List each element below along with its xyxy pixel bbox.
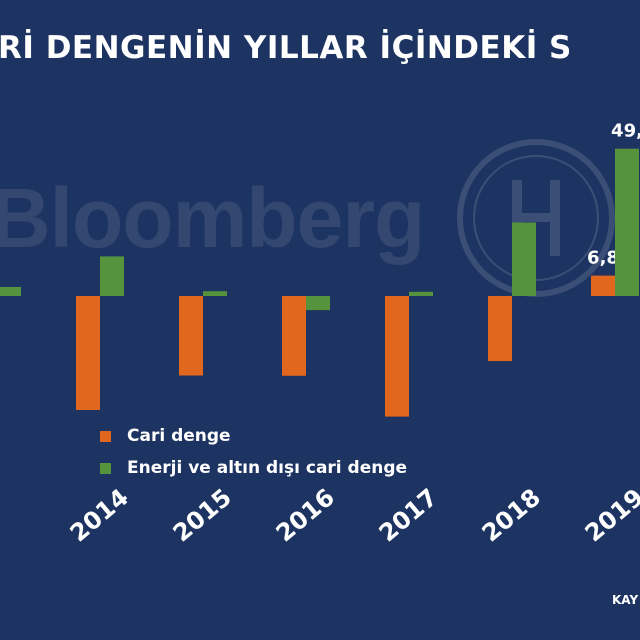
- legend-item-cari-denge: Cari denge: [100, 420, 407, 452]
- x-tick-label-2017: 2017: [374, 483, 443, 547]
- bar-cari-denge-2019: [591, 275, 615, 296]
- data-label-enerji-altin-2019: 49,: [611, 121, 640, 142]
- bar-enerji-altin-2018: [512, 222, 536, 296]
- bar-cari-denge-2017: [385, 296, 409, 417]
- legend-item-enerji-altin: Enerji ve altın dışı cari denge: [100, 452, 407, 484]
- bar-enerji-altin-2013: [0, 287, 21, 296]
- bar-enerji-altin-2014: [100, 256, 124, 296]
- legend: Cari denge Enerji ve altın dışı cari den…: [100, 420, 407, 484]
- x-tick-label-2015: 2015: [168, 483, 237, 547]
- bloomberg-watermark: Bloomberg: [0, 171, 425, 265]
- legend-swatch-enerji-altin: [100, 462, 111, 474]
- x-tick-label-2014: 2014: [65, 483, 134, 547]
- bar-enerji-altin-2019: [615, 148, 639, 296]
- legend-swatch-cari-denge: [100, 430, 111, 442]
- x-tick-label-2018: 2018: [477, 483, 546, 547]
- data-label-cari-denge-2019: 6,8: [587, 248, 619, 269]
- bar-cari-denge-2015: [179, 296, 203, 376]
- chart-title: Rİ DENGENİN YILLAR İÇİNDEKİ S: [0, 30, 572, 66]
- bar-cari-denge-2014: [76, 296, 100, 410]
- bar-enerji-altin-2017: [409, 291, 433, 296]
- source-text: KAY: [612, 593, 639, 607]
- legend-label-enerji-altin: Enerji ve altın dışı cari denge: [127, 458, 408, 478]
- x-tick-label-2019: 2019: [580, 483, 640, 547]
- bar-cari-denge-2016: [282, 296, 306, 376]
- bar-enerji-altin-2015: [203, 291, 227, 296]
- legend-label-cari-denge: Cari denge: [127, 426, 231, 446]
- bar-cari-denge-2018: [488, 296, 512, 362]
- bar-enerji-altin-2016: [306, 296, 330, 311]
- x-tick-label-2016: 2016: [271, 483, 340, 547]
